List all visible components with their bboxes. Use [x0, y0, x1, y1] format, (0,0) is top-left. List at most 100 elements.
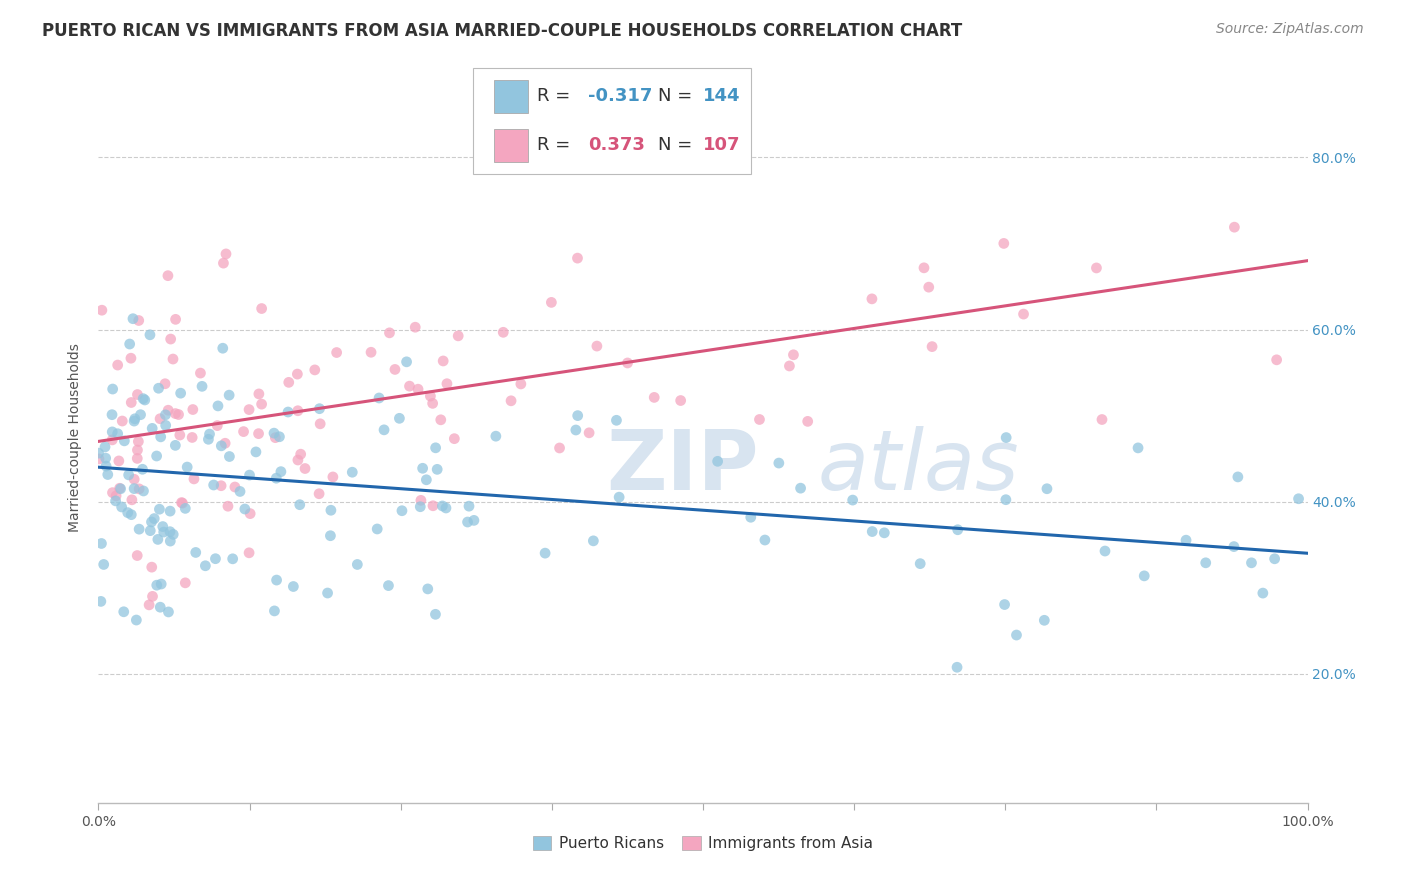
Point [366, 522, 388, 536]
Text: 107: 107 [703, 136, 741, 154]
Point [218, 450, 240, 464]
Point [841, 493, 863, 508]
Point [169, 386, 191, 401]
Point [1251, 586, 1274, 600]
Point [1265, 352, 1288, 367]
Point [1175, 533, 1198, 548]
Point [754, 533, 776, 547]
Text: 144: 144 [703, 87, 741, 105]
Point [1036, 482, 1059, 496]
Bar [494, 129, 527, 161]
Point [499, 393, 522, 408]
Point [127, 549, 149, 563]
Point [232, 425, 254, 439]
Point [908, 557, 931, 571]
Point [263, 604, 285, 618]
Point [176, 460, 198, 475]
Point [238, 468, 260, 483]
Point [287, 403, 309, 417]
Point [94, 440, 117, 454]
Point [283, 580, 305, 594]
Point [1288, 491, 1310, 506]
Point [207, 399, 229, 413]
Point [131, 462, 153, 476]
Point [148, 502, 170, 516]
Point [565, 423, 588, 437]
Point [425, 441, 447, 455]
Text: PUERTO RICAN VS IMMIGRANTS FROM ASIA MARRIED-COUPLE HOUSEHOLDS CORRELATION CHART: PUERTO RICAN VS IMMIGRANTS FROM ASIA MAR… [42, 22, 963, 40]
Point [409, 500, 432, 514]
Point [447, 329, 470, 343]
Point [165, 407, 187, 421]
Point [748, 412, 770, 426]
Point [214, 436, 236, 450]
Point [425, 607, 447, 622]
Text: atlas: atlas [818, 425, 1019, 507]
Y-axis label: Married-couple Households: Married-couple Households [69, 343, 83, 532]
Point [368, 391, 391, 405]
Point [360, 345, 382, 359]
Point [138, 598, 160, 612]
Point [264, 471, 287, 485]
Point [1264, 551, 1286, 566]
Point [796, 414, 818, 428]
Point [239, 507, 262, 521]
Point [141, 590, 163, 604]
Text: N =: N = [658, 136, 699, 154]
Point [108, 454, 131, 468]
Point [149, 430, 172, 444]
Point [432, 354, 454, 368]
Point [342, 465, 364, 479]
Point [540, 295, 562, 310]
Point [94, 459, 117, 474]
Point [122, 482, 145, 496]
Point [346, 558, 368, 572]
Point [492, 326, 515, 340]
Point [912, 260, 935, 275]
Point [162, 352, 184, 367]
Point [373, 423, 395, 437]
Bar [494, 79, 527, 112]
Point [1226, 470, 1249, 484]
Legend: Puerto Ricans, Immigrants from Asia: Puerto Ricans, Immigrants from Asia [527, 830, 879, 857]
Point [159, 504, 181, 518]
Point [277, 405, 299, 419]
Point [412, 461, 434, 475]
Point [434, 500, 457, 515]
Point [120, 508, 142, 522]
Point [209, 439, 232, 453]
Point [485, 429, 508, 443]
Point [419, 389, 441, 403]
Point [409, 493, 432, 508]
Point [127, 451, 149, 466]
Point [165, 438, 187, 452]
Point [93, 558, 115, 572]
Point [224, 480, 246, 494]
Point [309, 417, 332, 431]
Point [212, 256, 235, 270]
Point [101, 408, 124, 422]
Point [269, 430, 291, 444]
Point [1005, 628, 1028, 642]
Point [404, 320, 426, 334]
Point [388, 411, 411, 425]
Point [181, 430, 204, 444]
Point [141, 560, 163, 574]
Text: R =: R = [537, 136, 576, 154]
Point [159, 534, 181, 549]
Point [127, 387, 149, 401]
Point [457, 515, 479, 529]
Point [90, 303, 112, 318]
Point [378, 326, 401, 340]
Point [918, 280, 941, 294]
Point [174, 501, 197, 516]
Point [288, 498, 311, 512]
Point [1240, 556, 1263, 570]
Point [860, 524, 883, 539]
Point [111, 414, 134, 428]
Point [215, 247, 238, 261]
Point [782, 348, 804, 362]
Point [125, 613, 148, 627]
Point [643, 391, 665, 405]
Point [567, 409, 589, 423]
